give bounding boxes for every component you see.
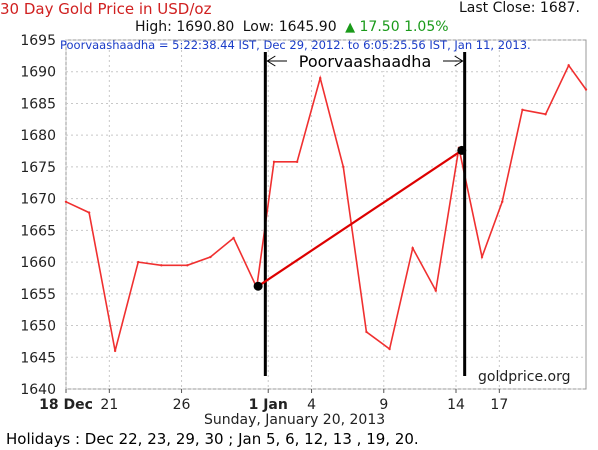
y-tick-label: 1690 bbox=[20, 65, 56, 81]
y-tick-label: 1645 bbox=[20, 350, 56, 366]
data-point bbox=[411, 246, 414, 250]
y-tick-label: 1660 bbox=[20, 255, 56, 271]
data-point bbox=[232, 236, 235, 240]
y-tick-label: 1665 bbox=[20, 223, 56, 239]
y-tick-label: 1680 bbox=[20, 128, 56, 144]
x-tick-label: 9 bbox=[379, 397, 388, 413]
trend-line bbox=[257, 149, 463, 288]
date-caption: Sunday, January 20, 2013 bbox=[204, 412, 386, 428]
data-point bbox=[434, 289, 437, 292]
x-tick-label: 4 bbox=[307, 397, 316, 413]
x-tick-label: 17 bbox=[490, 397, 508, 413]
data-point bbox=[521, 108, 524, 112]
data-point bbox=[295, 160, 299, 164]
x-tick-label: 1 Jan bbox=[249, 397, 288, 413]
data-point bbox=[319, 76, 322, 80]
data-point bbox=[544, 113, 547, 116]
series-price-line bbox=[65, 63, 587, 352]
data-point bbox=[64, 200, 68, 204]
data-point bbox=[186, 264, 189, 267]
y-tick-label: 1675 bbox=[20, 160, 56, 176]
y-tick-label: 1650 bbox=[20, 319, 56, 335]
data-point bbox=[137, 260, 140, 264]
x-tick-label: 14 bbox=[447, 397, 465, 413]
y-tick-label: 1685 bbox=[20, 96, 56, 112]
change-value: 17.50 bbox=[359, 19, 400, 35]
data-point bbox=[388, 347, 391, 351]
data-point bbox=[87, 211, 91, 214]
data-point bbox=[272, 160, 276, 164]
nakshatra-annotation: Poorvaashaadha = 5:22:38.44 IST, Dec 29,… bbox=[60, 38, 531, 52]
change-percent: 1.05% bbox=[404, 19, 449, 35]
span-arrow-right-head bbox=[454, 55, 464, 67]
data-point bbox=[113, 349, 117, 353]
plot-area bbox=[65, 39, 587, 390]
x-tick-label: 21 bbox=[100, 397, 118, 413]
data-point bbox=[567, 64, 570, 67]
last-close: Last Close: 1687. bbox=[459, 0, 580, 16]
y-tick-label: 1695 bbox=[20, 33, 56, 49]
y-tick-label: 1640 bbox=[20, 382, 56, 398]
last-close-label: Last Close: bbox=[459, 0, 536, 16]
watermark: goldprice.org bbox=[478, 369, 571, 385]
x-tick-label: 26 bbox=[173, 397, 191, 413]
holidays-note: Holidays : Dec 22, 23, 29, 30 ; Jan 5, 6… bbox=[6, 430, 419, 448]
data-point bbox=[160, 264, 163, 267]
x-tick-label: 18 Dec bbox=[39, 397, 93, 413]
y-tick-label: 1655 bbox=[20, 287, 56, 303]
data-point bbox=[342, 165, 345, 169]
chart-title: 30 Day Gold Price in USD/oz bbox=[0, 0, 212, 18]
span-arrow-left-head bbox=[266, 55, 276, 67]
span-label: Poorvaashaadha bbox=[299, 52, 432, 71]
up-triangle-icon: ▲ bbox=[345, 20, 356, 35]
high-label: High: bbox=[135, 19, 172, 35]
data-point bbox=[501, 200, 504, 204]
data-point bbox=[209, 255, 212, 259]
data-point bbox=[584, 88, 588, 91]
trend-marker bbox=[253, 281, 263, 291]
last-close-value: 1687. bbox=[539, 0, 581, 16]
low-label: Low: bbox=[242, 19, 275, 35]
data-point bbox=[480, 255, 484, 259]
data-point bbox=[365, 330, 368, 334]
trend-marker bbox=[457, 145, 467, 155]
span-label-bg bbox=[287, 51, 443, 71]
y-tick-label: 1670 bbox=[20, 192, 56, 208]
price-stats: High: 1690.80 Low: 1645.90 ▲ 17.50 1.05% bbox=[135, 19, 449, 35]
low-value: 1645.90 bbox=[278, 19, 337, 35]
high-value: 1690.80 bbox=[176, 19, 235, 35]
